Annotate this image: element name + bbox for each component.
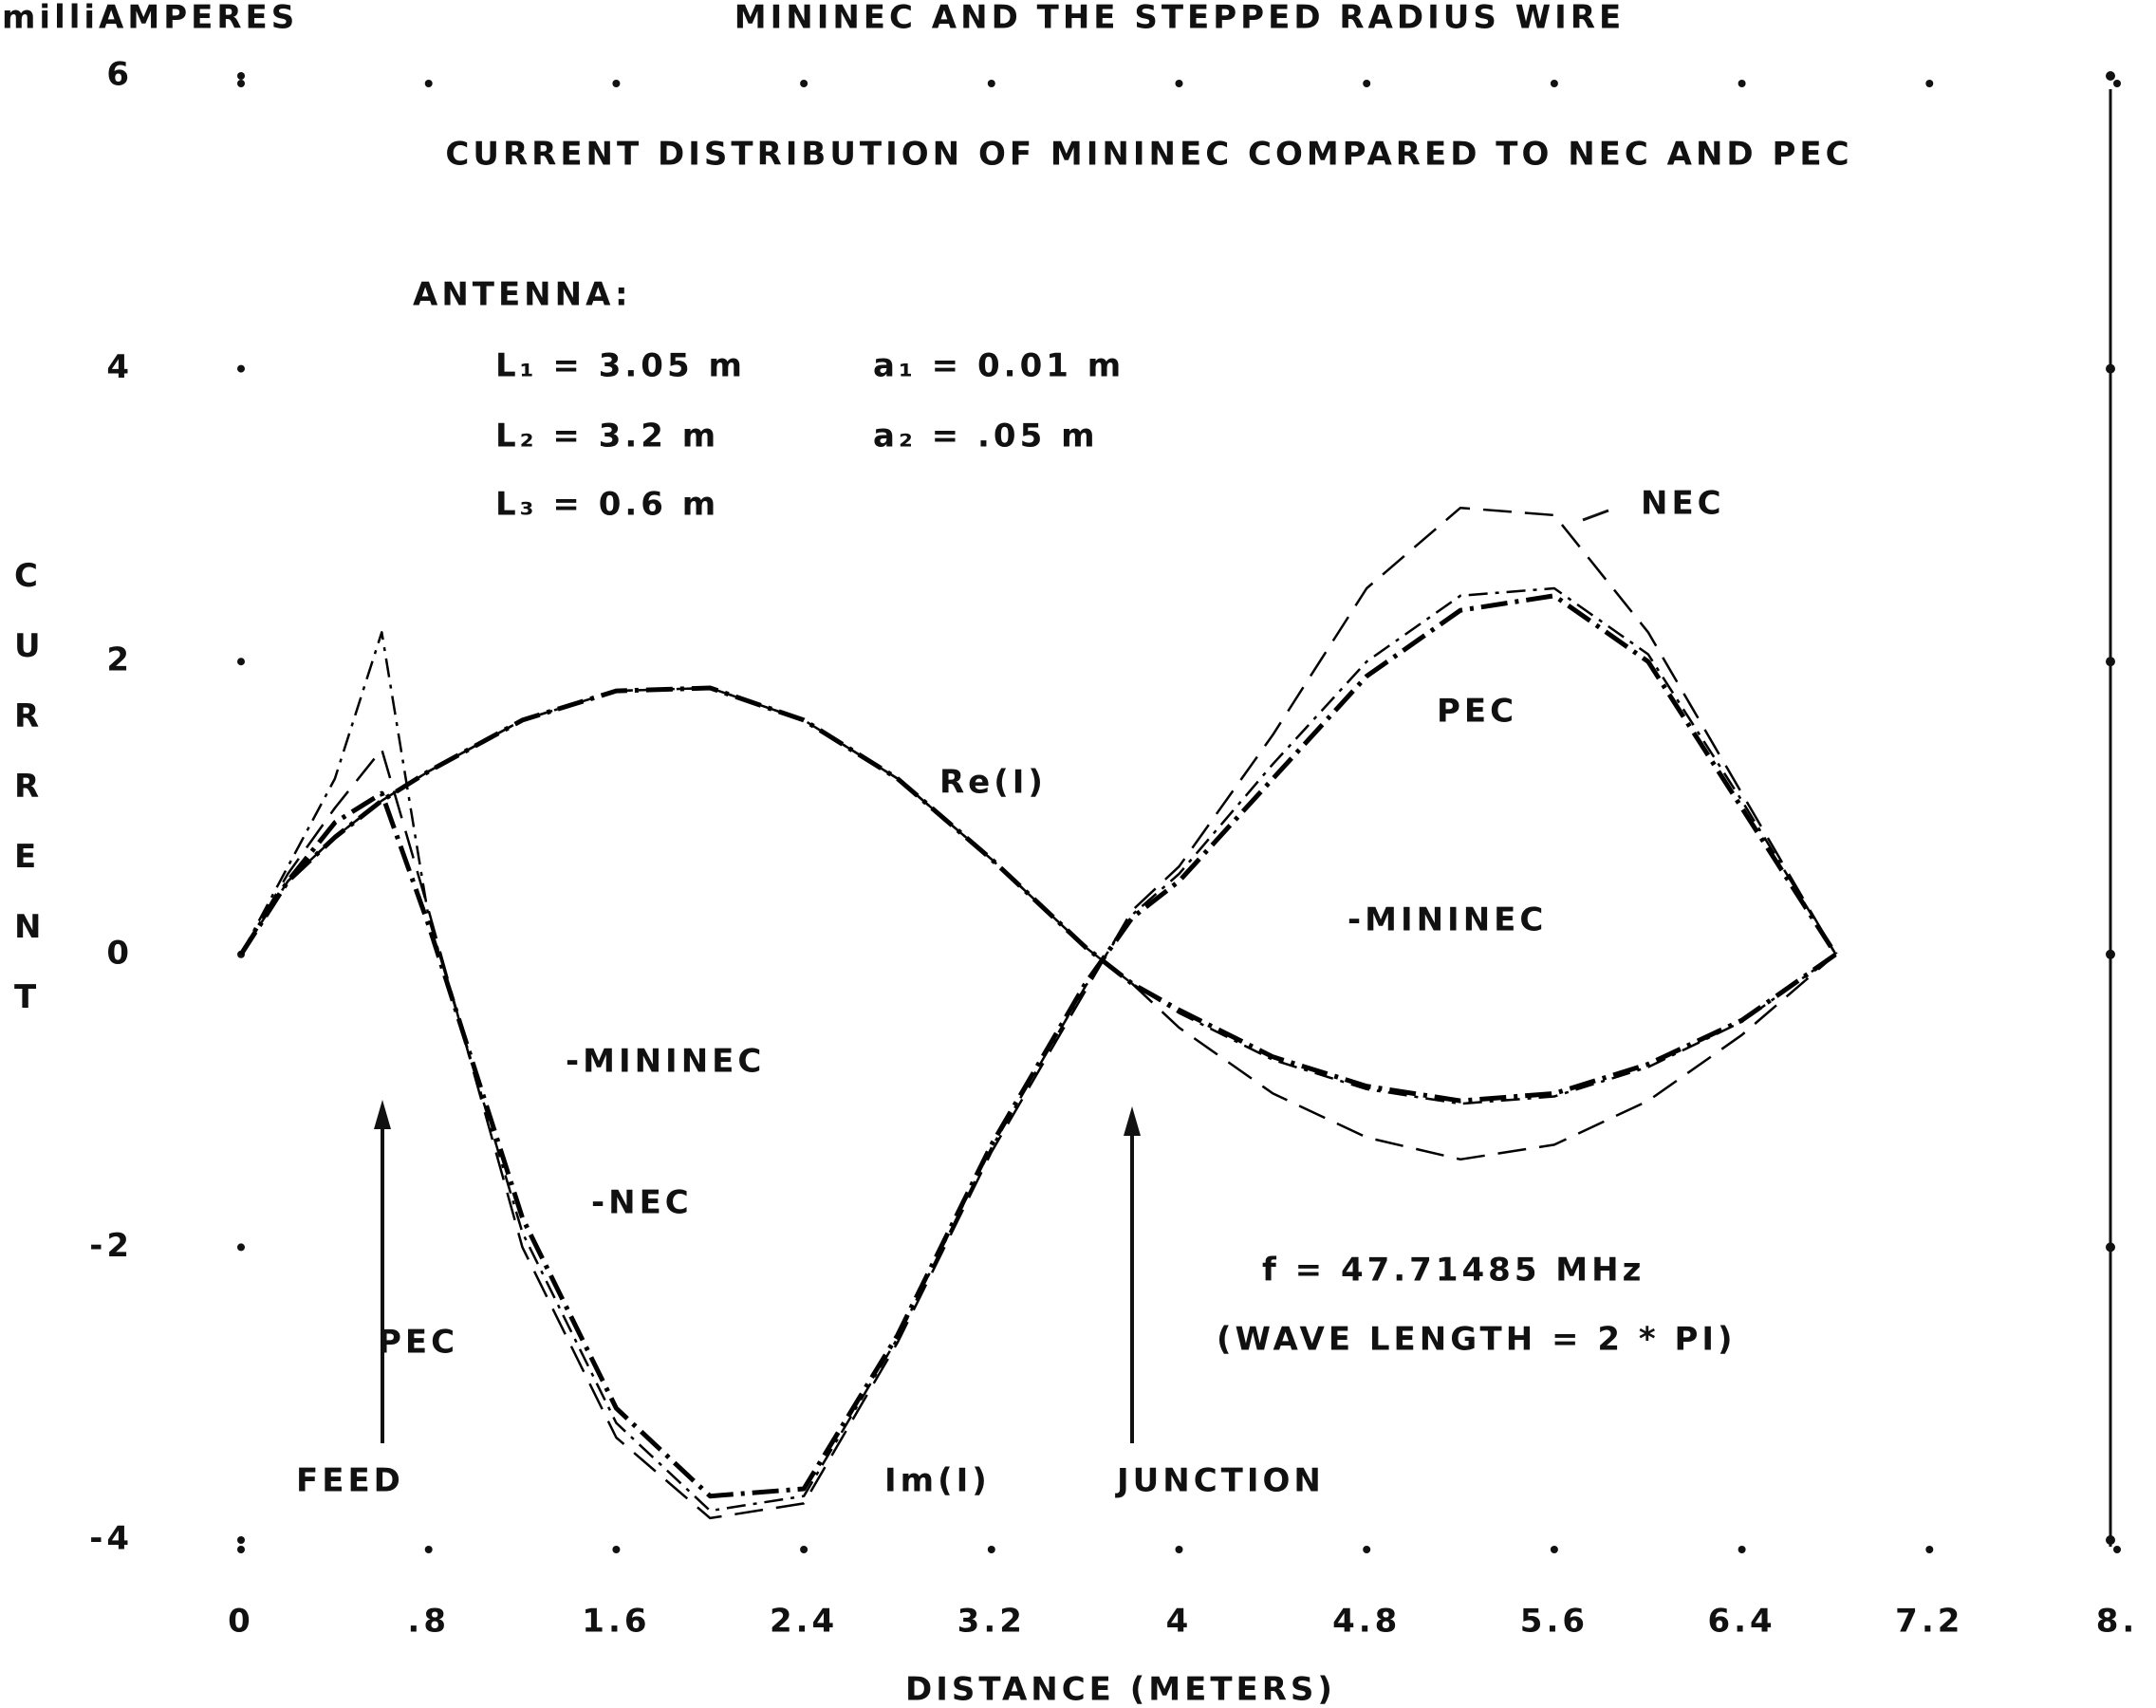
- x-tick-mark-top: [800, 80, 808, 87]
- annotation: (WAVE LENGTH = 2 * PI): [1217, 1321, 1737, 1359]
- x-tick-mark: [612, 1546, 621, 1553]
- y-tick-label: 0: [106, 934, 133, 972]
- annotation: JUNCTION: [1115, 1462, 1325, 1500]
- x-tick-label: 1.6: [582, 1603, 650, 1641]
- x-tick-mark: [1550, 1546, 1558, 1553]
- x-tick-label: .8: [407, 1603, 450, 1641]
- annotation: -NEC: [591, 1184, 693, 1222]
- annotation: Im(I): [884, 1462, 991, 1500]
- x-tick-mark-top: [1925, 80, 1934, 87]
- x-tick-label: 4: [1166, 1603, 1193, 1641]
- y-unit-label: milliAMPERES: [2, 0, 298, 37]
- x-tick-mark-top: [612, 80, 621, 87]
- y-tick-mark-right: [2106, 363, 2115, 374]
- y-tick-mark-right: [2106, 949, 2115, 959]
- annotation: FEED: [296, 1462, 404, 1500]
- y-tick-label: -2: [89, 1227, 133, 1265]
- x-tick-label: 0: [228, 1603, 254, 1641]
- series-line: [239, 586, 1837, 1513]
- x-tick-mark: [800, 1546, 808, 1553]
- y-tick-mark: [237, 658, 245, 666]
- antenna-text: ANTENNA:: [413, 276, 632, 314]
- x-tick-mark: [1925, 1546, 1934, 1553]
- x-tick-mark: [237, 1546, 245, 1553]
- y-tick-mark: [237, 1243, 245, 1252]
- chart-subtitle: CURRENT DISTRIBUTION OF MININEC COMPARED…: [445, 136, 1852, 174]
- annotation: NEC: [1641, 485, 1725, 523]
- y-tick-mark: [237, 72, 245, 80]
- x-tick-mark-top: [1738, 80, 1746, 87]
- x-tick-label: 3.2: [957, 1603, 1026, 1641]
- series-line: [238, 685, 1837, 1104]
- x-tick-mark: [2113, 1546, 2121, 1553]
- antenna-text: L₂ = 3.2 m: [495, 418, 719, 455]
- antenna-text: L₃ = 0.6 m: [495, 486, 719, 524]
- nec-pointer: [1582, 509, 1609, 522]
- x-tick-mark: [1175, 1546, 1183, 1553]
- annotation: f = 47.71485 MHz: [1262, 1252, 1645, 1290]
- antenna-text: L₁ = 3.05 m: [495, 347, 746, 385]
- antenna-text: a₂ = .05 m: [873, 418, 1099, 455]
- series-line: [238, 593, 1838, 1499]
- y-tick-mark-right: [2106, 657, 2115, 667]
- x-tick-mark-top: [1550, 80, 1558, 87]
- x-tick-mark-top: [2113, 80, 2121, 87]
- y-tick-mark-right: [2106, 1242, 2115, 1253]
- antenna-text: a₁ = 0.01 m: [873, 347, 1124, 385]
- x-tick-mark-top: [987, 80, 995, 87]
- y-tick-label: -4: [89, 1520, 133, 1558]
- series-line: [239, 686, 1837, 1161]
- y-tick-label: 2: [106, 641, 133, 679]
- x-axis-title: DISTANCE (METERS): [905, 1671, 1336, 1708]
- annotation: PEC: [1437, 693, 1517, 731]
- x-tick-label: 6.4: [1707, 1603, 1775, 1641]
- y-tick-mark-right: [2106, 71, 2115, 81]
- x-tick-label: 5.6: [1520, 1603, 1589, 1641]
- x-tick-mark-top: [1363, 80, 1371, 87]
- x-tick-mark-top: [424, 80, 433, 87]
- chart-title: MININEC AND THE STEPPED RADIUS WIRE: [734, 0, 1626, 37]
- x-tick-label: 4.8: [1332, 1603, 1401, 1641]
- feed-arrowhead: [374, 1100, 391, 1129]
- annotation: PEC: [378, 1324, 458, 1362]
- x-tick-mark: [987, 1546, 995, 1553]
- y-tick-mark-right: [2106, 1535, 2115, 1545]
- y-tick-mark: [237, 1536, 245, 1544]
- y-tick-label: 4: [106, 348, 133, 386]
- annotation: -MININEC: [566, 1043, 765, 1081]
- series-line: [239, 686, 1837, 1105]
- x-tick-label: 2.4: [770, 1603, 838, 1641]
- annotation: -MININEC: [1348, 901, 1547, 939]
- x-tick-mark-top: [1175, 80, 1183, 87]
- x-tick-mark: [424, 1546, 433, 1553]
- junction-arrowhead: [1124, 1106, 1141, 1136]
- x-tick-mark: [1363, 1546, 1371, 1553]
- series-line: [239, 506, 1837, 1520]
- y-tick-label: 6: [106, 56, 133, 94]
- x-tick-label: 8.: [2096, 1603, 2139, 1641]
- annotation: Re(I): [939, 764, 1047, 802]
- x-tick-mark-top: [237, 80, 245, 87]
- x-tick-label: 7.2: [1895, 1603, 1963, 1641]
- y-tick-mark: [237, 364, 245, 373]
- x-tick-mark: [1738, 1546, 1746, 1553]
